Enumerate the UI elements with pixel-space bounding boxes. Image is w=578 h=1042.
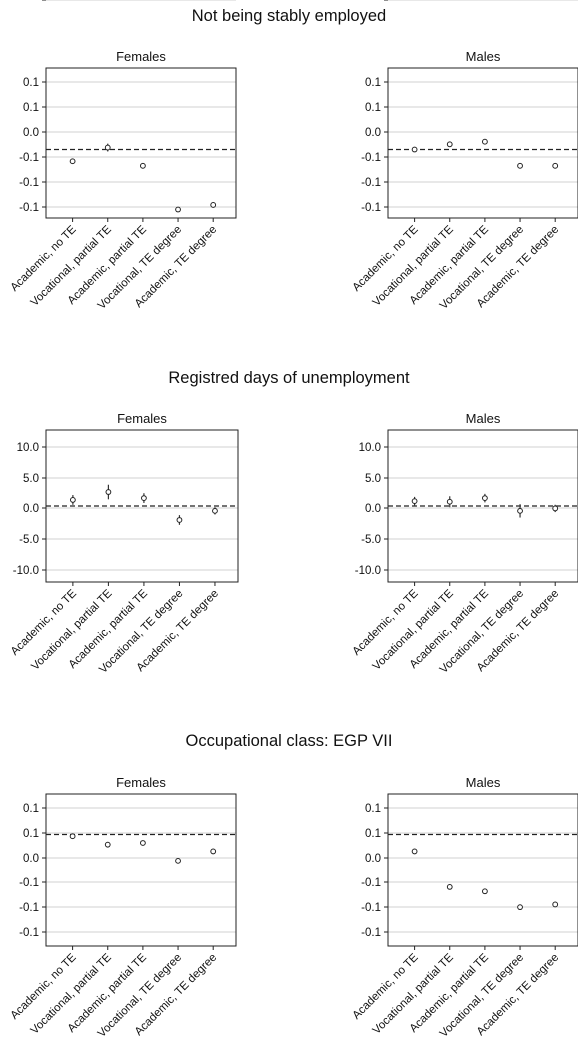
section-title-stably-employed: Not being stably employed bbox=[191, 7, 387, 25]
data-point bbox=[411, 848, 418, 855]
data-point bbox=[104, 841, 111, 848]
data-point bbox=[69, 158, 76, 165]
y-tick-label: -0.1 bbox=[19, 152, 39, 164]
y-tick-label: 0.1 bbox=[23, 102, 39, 114]
section-title-egp-vii: Occupational class: EGP VII bbox=[185, 732, 393, 750]
y-tick-label: -5.0 bbox=[361, 534, 381, 546]
y-tick-label: 0.1 bbox=[365, 102, 381, 114]
y-tick-label: -10.0 bbox=[13, 565, 39, 577]
data-point bbox=[552, 901, 559, 908]
y-tick-label: 0.1 bbox=[365, 803, 381, 815]
data-point bbox=[446, 883, 453, 890]
data-point bbox=[69, 497, 76, 503]
y-tick-label: -0.2 bbox=[361, 0, 381, 3]
y-tick-label: -0.1 bbox=[19, 877, 39, 889]
y-tick-label: 0.0 bbox=[365, 503, 381, 515]
y-tick-label: -0.1 bbox=[361, 927, 381, 939]
x-tick-label: Academic, no TE bbox=[9, 587, 79, 657]
x-tick-label: Academic, no TE bbox=[8, 223, 78, 293]
data-point bbox=[175, 206, 181, 213]
data-point bbox=[446, 141, 453, 148]
x-tick-label: Academic, no TE bbox=[8, 951, 78, 1021]
y-tick-label: 0.1 bbox=[23, 828, 39, 840]
panel-title: Males bbox=[466, 49, 501, 64]
data-point bbox=[482, 138, 488, 145]
data-point bbox=[411, 498, 418, 505]
data-point bbox=[140, 840, 146, 846]
data-point bbox=[140, 162, 146, 169]
y-tick-label: -0.1 bbox=[361, 177, 381, 189]
data-point bbox=[517, 904, 523, 911]
panel-title: Males bbox=[466, 775, 501, 790]
y-tick-label: -0.1 bbox=[19, 902, 39, 914]
y-tick-label: 0.1 bbox=[365, 77, 381, 89]
x-tick-label: Academic, no TE bbox=[350, 951, 420, 1021]
section-title-unemployment-days: Registred days of unemployment bbox=[168, 369, 410, 387]
y-tick-label: -0.1 bbox=[361, 152, 381, 164]
plot-frame bbox=[387, 67, 578, 219]
data-point bbox=[517, 162, 523, 169]
y-tick-label: -10.0 bbox=[355, 565, 381, 577]
panel-3: Females 10.0 5.0 0.0 -5.0 -10.0 Academic, no T… bbox=[9, 411, 239, 676]
data-point bbox=[141, 495, 147, 501]
plot-frame bbox=[45, 67, 237, 219]
plot-frame bbox=[387, 429, 578, 583]
panel-title: Females bbox=[117, 411, 167, 426]
panel-6: Males 0.1 0.1 0.0 -0.1 -0.1 -0.1 -0.2 Academic, … bbox=[350, 0, 578, 1040]
x-tick-label: Academic, no TE bbox=[350, 223, 420, 293]
data-point bbox=[69, 833, 76, 840]
panel-title: Females bbox=[116, 775, 166, 790]
plot-frame bbox=[45, 793, 237, 947]
data-point bbox=[552, 505, 559, 512]
panel-5: Females 0.1 0.1 0.0 -0.1 -0.1 -0.1 -0.2 Academic… bbox=[8, 0, 237, 1040]
y-tick-label: -0.1 bbox=[19, 177, 39, 189]
data-point bbox=[482, 495, 488, 501]
y-tick-label: 0.0 bbox=[365, 853, 381, 865]
data-point bbox=[212, 507, 218, 514]
y-tick-label: 0.1 bbox=[23, 803, 39, 815]
plot-frame bbox=[387, 793, 578, 947]
x-tick-label: Academic, no TE bbox=[350, 587, 420, 657]
y-tick-label: -0.1 bbox=[361, 202, 381, 214]
y-tick-label: 5.0 bbox=[23, 473, 39, 485]
y-tick-label: 0.1 bbox=[23, 77, 39, 89]
y-tick-label: 0.0 bbox=[365, 127, 381, 139]
y-tick-label: -0.1 bbox=[361, 877, 381, 889]
panel-1: Females 0.1 0.1 0.0 -0.1 -0.1 -0.1 Academic, no… bbox=[8, 49, 237, 312]
data-point bbox=[105, 489, 112, 495]
data-point bbox=[175, 857, 181, 864]
y-tick-label: 0.1 bbox=[365, 828, 381, 840]
y-tick-label: 10.0 bbox=[359, 442, 381, 454]
data-point bbox=[210, 848, 217, 855]
y-tick-label: 0.0 bbox=[23, 853, 39, 865]
plot-frame bbox=[45, 429, 239, 583]
panel-title: Males bbox=[466, 411, 501, 426]
y-tick-label: 0.0 bbox=[23, 127, 39, 139]
data-point bbox=[517, 507, 523, 514]
y-tick-label: -0.1 bbox=[19, 927, 39, 939]
panel-2: Males 0.1 0.1 0.0 -0.1 -0.1 -0.1 Academic, no T… bbox=[350, 49, 578, 312]
y-tick-label: -0.1 bbox=[19, 202, 39, 214]
data-point bbox=[411, 146, 418, 153]
data-point bbox=[104, 144, 111, 151]
y-tick-label: 5.0 bbox=[365, 473, 381, 485]
data-point bbox=[176, 517, 183, 523]
y-tick-label: -0.2 bbox=[19, 0, 39, 3]
data-point bbox=[482, 888, 488, 895]
y-tick-label: 10.0 bbox=[17, 442, 39, 454]
y-tick-label: -5.0 bbox=[19, 534, 39, 546]
data-point bbox=[552, 162, 559, 169]
panel-title: Females bbox=[116, 49, 166, 64]
y-tick-label: -0.1 bbox=[361, 902, 381, 914]
data-point bbox=[446, 498, 453, 505]
data-point bbox=[210, 202, 217, 208]
y-tick-label: 0.0 bbox=[23, 503, 39, 515]
